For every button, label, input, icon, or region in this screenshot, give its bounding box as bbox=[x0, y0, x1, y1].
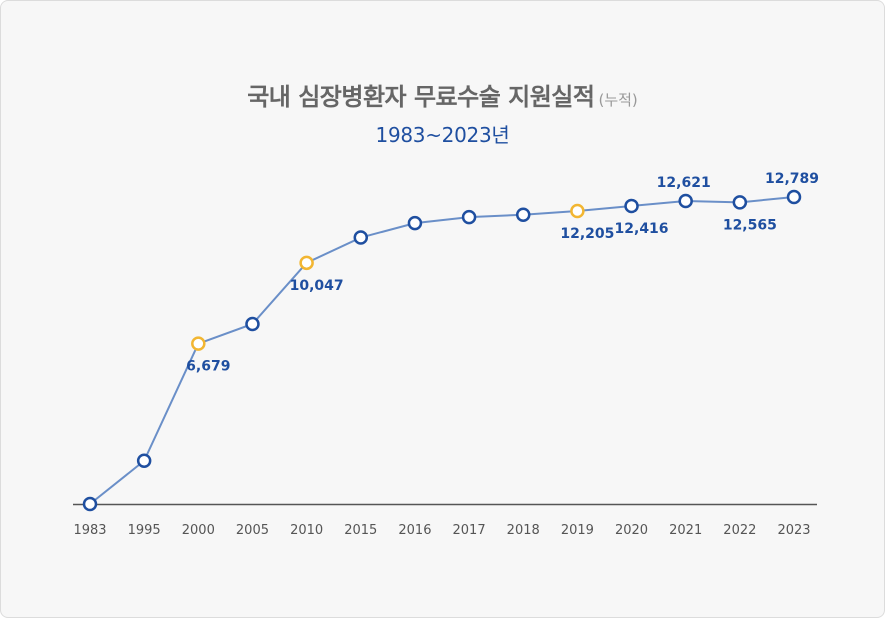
x-tick-label: 2016 bbox=[398, 523, 431, 538]
data-point bbox=[136, 453, 152, 469]
highlight-point bbox=[570, 203, 585, 219]
data-point bbox=[245, 316, 260, 332]
series-line bbox=[89, 196, 795, 505]
data-point bbox=[461, 209, 477, 225]
chart-title-row: 국내 심장병환자 무료수술 지원실적 (누적) bbox=[1, 77, 884, 112]
data-point bbox=[515, 207, 531, 222]
highlight-point bbox=[299, 255, 314, 271]
chart-subtitle: 1983~2023년 bbox=[375, 123, 510, 147]
data-point bbox=[786, 189, 802, 205]
data-label: 12,565 bbox=[723, 217, 777, 233]
x-tick-label: 1983 bbox=[73, 523, 106, 538]
x-tick-label: 2005 bbox=[236, 523, 269, 538]
x-tick-label: 2010 bbox=[290, 523, 323, 538]
data-point bbox=[732, 195, 748, 210]
data-label: 12,205 bbox=[560, 226, 614, 242]
data-label: 12,416 bbox=[615, 221, 669, 237]
data-labels: 6,679 10,047 12,205 12,416 12,621 12,565 12,78… bbox=[186, 171, 819, 375]
x-tick-label: 2023 bbox=[777, 523, 810, 538]
x-tick-label: 2000 bbox=[182, 523, 215, 538]
data-point bbox=[407, 215, 423, 231]
data-point bbox=[678, 193, 693, 209]
markers-group bbox=[82, 189, 802, 512]
chart-title: 국내 심장병환자 무료수술 지원실적 bbox=[247, 83, 595, 111]
highlight-point bbox=[191, 336, 206, 351]
chart-title-note: (누적) bbox=[598, 91, 638, 109]
x-tick-label: 2020 bbox=[615, 523, 648, 538]
data-point bbox=[353, 230, 369, 245]
x-tick-label: 2018 bbox=[507, 523, 540, 538]
x-tick-label: 2015 bbox=[344, 523, 377, 538]
data-label: 12,789 bbox=[765, 171, 819, 187]
x-tick-label: 2022 bbox=[723, 523, 756, 538]
x-tick-label: 1995 bbox=[128, 523, 161, 538]
data-point bbox=[82, 496, 98, 512]
x-tick-label: 2021 bbox=[669, 523, 702, 538]
x-tick-label: 2019 bbox=[561, 523, 594, 538]
data-label: 10,047 bbox=[290, 278, 344, 294]
x-tick-labels: 1983 1995 2000 2005 2010 2015 2016 2017 2018 2019… bbox=[73, 523, 810, 538]
x-tick-label: 2017 bbox=[453, 523, 486, 538]
data-point bbox=[624, 198, 639, 214]
data-label: 6,679 bbox=[186, 359, 230, 375]
data-label: 12,621 bbox=[657, 175, 711, 191]
